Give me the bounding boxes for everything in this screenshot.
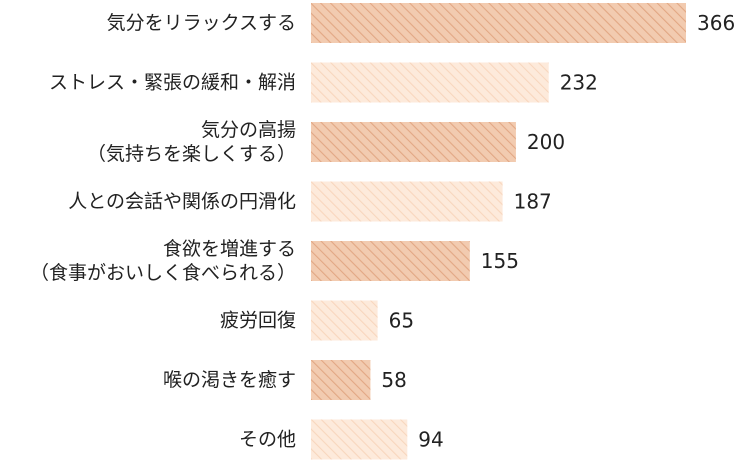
value-label-1: 232 — [560, 71, 598, 95]
bar-4 — [311, 241, 470, 281]
bar-5 — [311, 300, 378, 341]
value-labels-group: 366 232 200 187 155 65 58 94 — [381, 11, 735, 452]
bar-7 — [311, 419, 408, 460]
category-label-4-line-1: （食事がおいしく食べられる） — [30, 262, 296, 284]
value-label-2: 200 — [527, 130, 565, 154]
category-label-6: 喉の渇きを癒す — [163, 369, 296, 391]
category-label-0: 気分をリラックスする — [107, 12, 296, 34]
bar-6 — [311, 360, 371, 400]
bar-0 — [311, 3, 686, 43]
value-label-6: 58 — [381, 368, 406, 392]
bar-1 — [311, 62, 549, 103]
bar-2 — [311, 122, 516, 162]
category-label-2-line-0: 気分の高揚 — [201, 119, 296, 141]
bars-group — [311, 3, 686, 460]
value-label-7: 94 — [418, 428, 443, 452]
value-label-3: 187 — [514, 190, 552, 214]
value-label-4: 155 — [481, 249, 519, 273]
category-label-5: 疲労回復 — [220, 310, 296, 332]
category-label-7: その他 — [239, 429, 296, 451]
bar-3 — [311, 181, 503, 222]
category-label-2-line-1: （気持ちを楽しくする） — [87, 143, 296, 165]
value-label-0: 366 — [697, 11, 735, 35]
category-label-1: ストレス・緊張の緩和・解消 — [49, 72, 296, 94]
category-label-3: 人との会話や関係の円滑化 — [68, 191, 296, 213]
category-label-4-line-0: 食欲を増進する — [163, 238, 296, 260]
value-label-5: 65 — [389, 309, 414, 333]
